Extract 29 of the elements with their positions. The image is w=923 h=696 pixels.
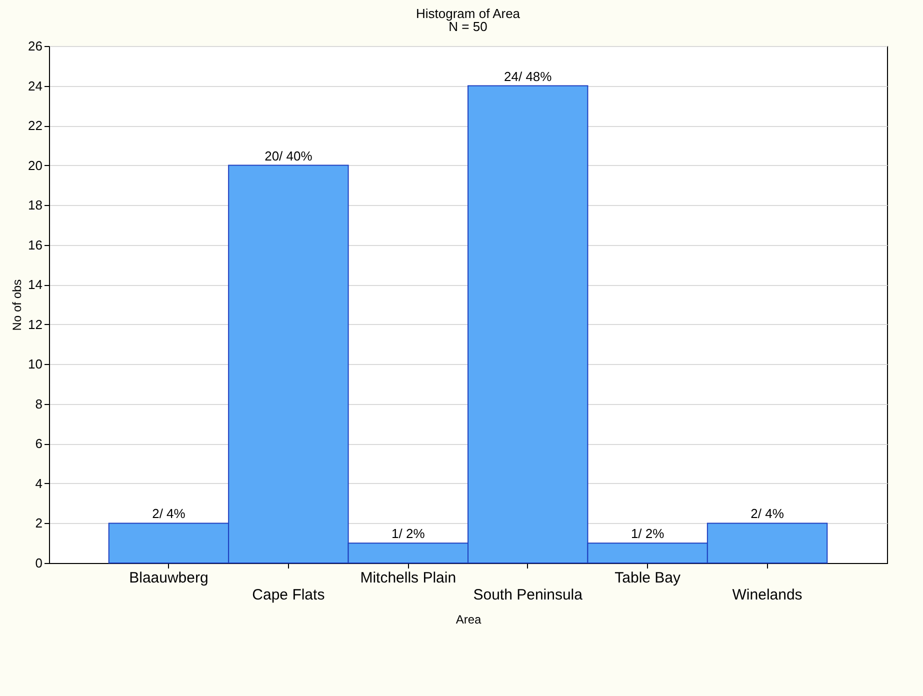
y-tick-label: 2 bbox=[35, 516, 42, 531]
y-axis-title: No of obs bbox=[10, 279, 24, 331]
y-tick-label: 26 bbox=[28, 38, 42, 54]
y-tick-label: 18 bbox=[28, 198, 42, 213]
y-tick-label: 0 bbox=[35, 556, 42, 570]
y-tick-label: 20 bbox=[28, 158, 42, 173]
x-tick-label: Cape Flats bbox=[252, 586, 325, 604]
data-label: 2/ 4% bbox=[750, 506, 784, 522]
y-tick-label: 16 bbox=[28, 237, 42, 252]
data-label: 1/ 2% bbox=[630, 526, 665, 542]
data-label: 2/ 4% bbox=[152, 506, 186, 522]
y-tick-label: 8 bbox=[35, 396, 42, 412]
y-tick-label: 10 bbox=[28, 356, 42, 372]
x-tick-label: Blaauwberg bbox=[129, 570, 208, 586]
x-axis-title: Area bbox=[456, 612, 482, 626]
y-tick-label: 4 bbox=[35, 476, 42, 491]
y-tick-label: 12 bbox=[28, 316, 42, 332]
y-tick-label: 22 bbox=[28, 118, 42, 134]
chart-title: Histogram of Area bbox=[416, 6, 521, 21]
y-tick-label: 24 bbox=[28, 78, 42, 94]
data-label: 20/ 40% bbox=[264, 148, 313, 164]
y-tick-label: 14 bbox=[28, 277, 42, 292]
x-tick-label: Mitchells Plain bbox=[360, 570, 456, 586]
x-tick-label: Winelands bbox=[732, 586, 802, 604]
x-tick-label: Table Bay bbox=[614, 570, 682, 586]
x-tick-label: South Peninsula bbox=[473, 586, 584, 604]
y-tick-label: 6 bbox=[35, 436, 42, 452]
data-label: 1/ 2% bbox=[392, 526, 426, 542]
data-label: 24/ 48% bbox=[504, 68, 552, 84]
